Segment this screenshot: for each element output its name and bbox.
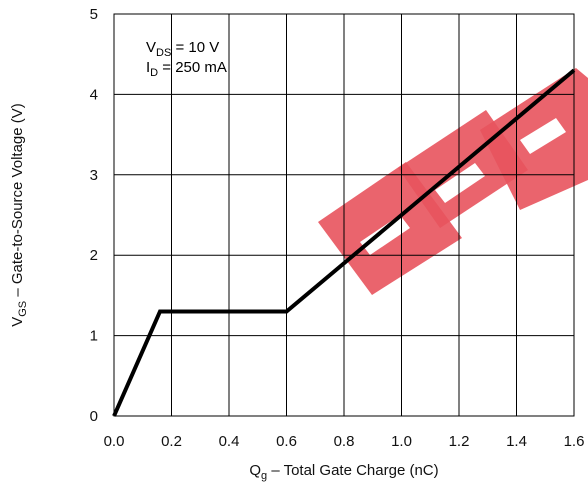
y-tick-label: 2 [90, 247, 98, 264]
grid [113, 13, 575, 417]
y-tick-labels: 0 1 2 3 4 5 [90, 6, 98, 425]
x-tick-label: 0.0 [104, 433, 125, 450]
y-tick-label: 0 [90, 408, 98, 425]
series-group [112, 68, 576, 417]
x-tick-label: 1.0 [391, 433, 412, 450]
y-tick-label: 4 [90, 86, 98, 103]
watermark-cut-2 [435, 163, 485, 203]
x-tick-label: 0.8 [334, 433, 355, 450]
plot-frame [113, 13, 575, 417]
annotation-vds: VDS = 10 V [146, 39, 219, 59]
x-tick-label: 1.4 [506, 433, 527, 450]
series-line [112, 68, 576, 417]
watermark [318, 68, 588, 295]
x-axis-label: Qg – Total Gate Charge (nC) [249, 462, 438, 482]
y-axis-label: VGS – Gate-to-Source Voltage (V) [9, 103, 29, 327]
watermark-cut-1 [360, 215, 410, 255]
x-tick-label: 1.2 [449, 433, 470, 450]
x-tick-label: 0.2 [161, 433, 182, 450]
x-tick-label: 0.4 [219, 433, 240, 450]
x-tick-label: 1.6 [564, 433, 585, 450]
y-tick-label: 5 [90, 6, 98, 23]
y-tick-label: 3 [90, 167, 98, 184]
x-tick-label: 0.6 [276, 433, 297, 450]
x-tick-labels: 0.0 0.2 0.4 0.6 0.8 1.0 1.2 1.4 1.6 [104, 433, 585, 450]
watermark-cut-3 [520, 118, 566, 154]
annotation-id: ID = 250 mA [146, 59, 227, 79]
y-tick-label: 1 [90, 328, 98, 345]
